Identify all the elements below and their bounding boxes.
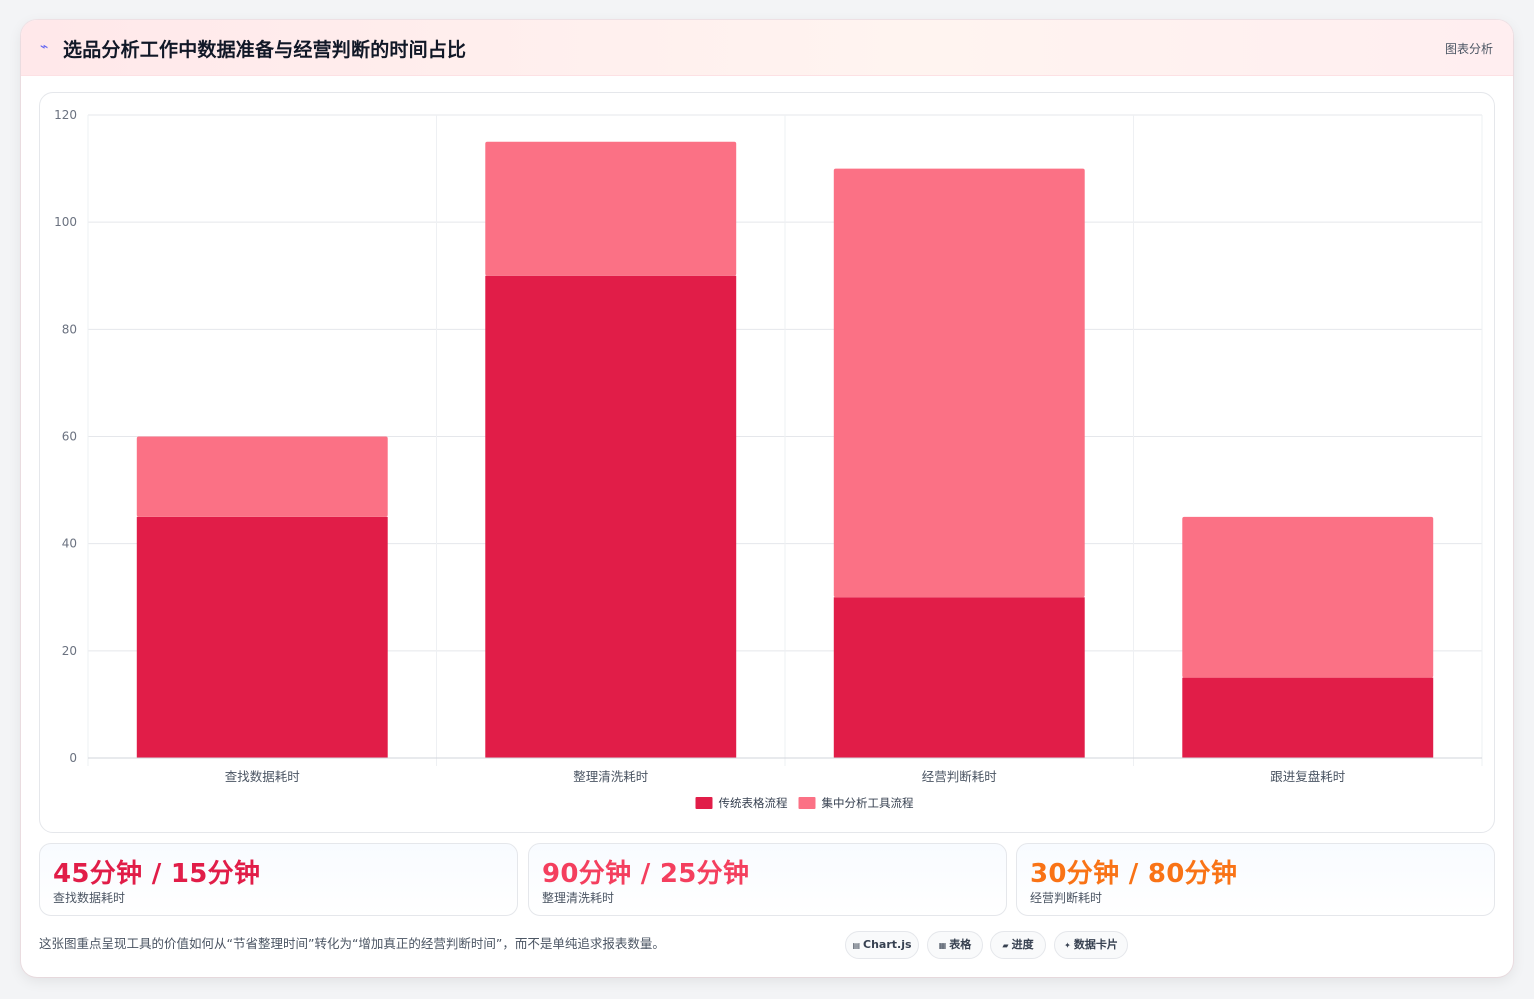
bar-segment[interactable] xyxy=(833,597,1085,758)
legend-swatch[interactable] xyxy=(798,797,816,809)
bar-segment[interactable] xyxy=(136,436,388,517)
chart-container: 0 20 40 60 80 100 120 查找数据耗时 整理清洗耗时 经营判断耗时 跟进复盘耗时 … xyxy=(39,92,1495,833)
stat-value: 30分钟 / 80分钟 xyxy=(1030,859,1238,889)
chip-label: 进度 xyxy=(1011,938,1034,951)
bar-segment[interactable] xyxy=(1182,516,1434,678)
stat-cards: 45分钟 / 15分钟 查找数据耗时 90分钟 / 25分钟 整理清洗耗时 30… xyxy=(39,843,1495,916)
y-tick-label: 20 xyxy=(62,644,77,658)
x-tick-label: 跟进复盘耗时 xyxy=(1270,769,1346,784)
stat-label: 经营判断耗时 xyxy=(1030,891,1103,905)
chip-label: Chart.js xyxy=(863,938,912,951)
chart-title: 选品分析工作中数据准备与经营判断的时间占比 xyxy=(63,39,467,61)
y-tick-label: 0 xyxy=(69,751,77,765)
y-tick-label: 60 xyxy=(62,430,77,444)
stat-label: 查找数据耗时 xyxy=(53,891,126,905)
chart-icon: ▤ xyxy=(852,941,861,950)
sparkle-icon: ✦ xyxy=(1064,941,1071,950)
stat-value: 90分钟 / 25分钟 xyxy=(542,859,750,889)
chip-data-card[interactable]: ✦ 数据卡片 xyxy=(1054,931,1128,959)
bar-segment[interactable] xyxy=(485,275,737,758)
chart-card: ⌁ 选品分析工作中数据准备与经营判断的时间占比 图表分析 0 20 40 60 80 10… xyxy=(21,20,1513,977)
chip-table[interactable]: ▦ 表格 xyxy=(927,931,983,959)
x-tick-label: 整理清洗耗时 xyxy=(573,769,649,784)
stat-value: 45分钟 / 15分钟 xyxy=(53,859,261,889)
chip-label: 数据卡片 xyxy=(1073,938,1118,951)
sparkline-icon: ⌁ xyxy=(40,39,49,55)
footer-note: 这张图重点呈现工具的价值如何从“节省整理时间”转化为“增加真正的经营判断时间”，… xyxy=(39,936,665,951)
x-tick-label: 经营判断耗时 xyxy=(922,769,998,784)
legend-label[interactable]: 集中分析工具流程 xyxy=(822,796,914,810)
progress-icon: ▰ xyxy=(1002,941,1009,950)
bar-segment[interactable] xyxy=(833,168,1085,598)
bar-segment[interactable] xyxy=(1182,677,1434,758)
stat-label: 整理清洗耗时 xyxy=(542,891,615,905)
legend-swatch[interactable] xyxy=(695,797,713,809)
y-tick-label: 80 xyxy=(62,322,77,336)
stat-card-clean: 90分钟 / 25分钟 整理清洗耗时 xyxy=(528,843,1007,916)
x-tick-label: 查找数据耗时 xyxy=(225,769,301,784)
stat-card-judge: 30分钟 / 80分钟 经营判断耗时 xyxy=(1016,843,1495,916)
stat-card-find: 45分钟 / 15分钟 查找数据耗时 xyxy=(39,843,518,916)
table-icon: ▦ xyxy=(938,941,947,950)
chart-category-tag: 图表分析 xyxy=(1444,42,1493,56)
chip-label: 表格 xyxy=(949,938,972,951)
chip-progress[interactable]: ▰ 进度 xyxy=(990,931,1046,959)
card-header: ⌁ 选品分析工作中数据准备与经营判断的时间占比 图表分析 xyxy=(21,20,1513,76)
y-tick-label: 120 xyxy=(54,108,77,122)
y-tick-label: 100 xyxy=(54,215,77,229)
bar-segment[interactable] xyxy=(136,516,388,758)
legend-label[interactable]: 传统表格流程 xyxy=(719,796,788,810)
y-tick-label: 40 xyxy=(62,537,77,551)
chip-chartjs[interactable]: ▤ Chart.js xyxy=(845,931,919,959)
bar-segment[interactable] xyxy=(485,141,737,276)
